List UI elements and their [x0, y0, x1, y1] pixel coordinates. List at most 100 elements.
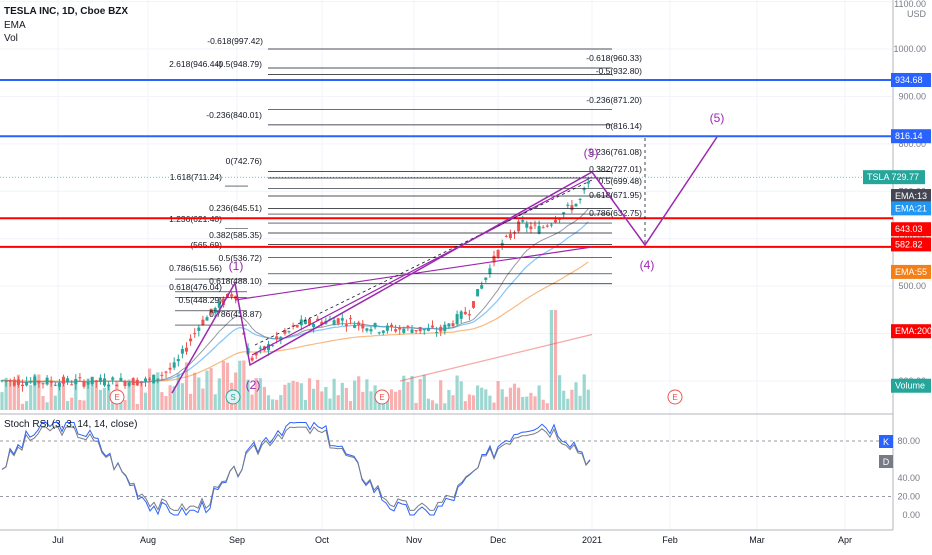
event-marker-circle: [667, 389, 683, 405]
price-tick: 900.00: [898, 91, 926, 101]
candle-body: [176, 359, 180, 362]
time-tick: Sep: [229, 535, 245, 545]
volume-bar: [459, 381, 463, 410]
volume-bar: [439, 380, 443, 410]
fib-label: 0.5(448.29): [179, 295, 223, 305]
earnings-marker: E: [379, 393, 384, 402]
volume-bar: [98, 389, 102, 410]
rsi-title[interactable]: Stoch RSI (3, 3, 14, 14, close): [4, 419, 138, 430]
volume-bar: [451, 395, 455, 410]
fib-label: -0.236(840.01): [206, 110, 262, 120]
earnings-marker: E: [672, 393, 677, 402]
candle-body: [410, 329, 414, 333]
candle-body: [488, 268, 492, 274]
volume-bar: [78, 399, 82, 410]
volume-bar: [504, 396, 508, 410]
price-tag-bg: [891, 72, 931, 87]
fib-label: -0.618(960.33): [586, 53, 642, 63]
volume-bar: [201, 388, 205, 410]
volume-bar: [340, 382, 344, 410]
time-tick: Dec: [490, 535, 507, 545]
candle-body: [574, 203, 578, 207]
volume-bar: [271, 399, 275, 410]
volume-bar: [418, 379, 422, 410]
candle-body: [418, 326, 422, 332]
price-tag: EMA:21: [895, 203, 927, 213]
stoch-k-line: [1, 421, 591, 516]
candle-body: [213, 308, 217, 313]
candle-body: [164, 371, 168, 373]
volume-bar: [262, 386, 266, 410]
candle-body: [160, 374, 164, 376]
k-tag: K: [883, 437, 889, 447]
volume-bar: [266, 395, 271, 410]
event-marker-circle: [225, 389, 241, 405]
candle-body: [45, 377, 49, 385]
candle-body: [295, 324, 299, 328]
candle-body: [554, 219, 557, 223]
volume-bar: [512, 383, 517, 410]
candle-body: [570, 205, 574, 211]
candle-body: [217, 301, 221, 308]
volume-bar: [365, 379, 369, 410]
price-tag: 643.03: [895, 224, 923, 234]
volume-bar: [312, 388, 316, 410]
candle-body: [455, 314, 459, 325]
candle-body: [549, 224, 553, 226]
candle-body: [123, 381, 127, 386]
candle-body: [139, 381, 143, 383]
price-tag: EMA:200: [895, 326, 932, 336]
candle-body: [545, 225, 549, 227]
candle-body: [0, 380, 4, 382]
candle-body: [496, 249, 500, 258]
candle-body: [525, 223, 529, 228]
candle-body: [201, 319, 205, 325]
volume-bar: [143, 392, 148, 410]
candle-body: [4, 381, 8, 383]
volume-bar: [492, 402, 496, 410]
candle-body: [439, 326, 443, 332]
candle-body: [316, 318, 320, 321]
volume-bar: [49, 380, 53, 410]
price-tag: Volume: [895, 381, 925, 391]
candle-body: [94, 380, 98, 383]
time-tick: Oct: [315, 535, 330, 545]
volume-bar: [102, 387, 107, 410]
candle-body: [29, 380, 33, 383]
volume-bar: [225, 362, 230, 410]
earnings-marker: E: [114, 393, 119, 402]
volume-bar: [12, 382, 16, 410]
price-tag: 934.68: [895, 75, 923, 85]
ema-legend[interactable]: EMA: [4, 20, 26, 31]
candle-body: [185, 347, 188, 352]
candle-body: [377, 332, 381, 334]
candle-body: [275, 336, 279, 340]
volume-bar: [131, 383, 135, 410]
split-marker: S: [230, 393, 235, 402]
volume-bar: [279, 395, 283, 410]
price-tick: 800.00: [898, 139, 926, 149]
volume-bar: [29, 384, 33, 410]
price-tag: 816.14: [895, 131, 923, 141]
candle-body: [385, 325, 389, 331]
volume-bar: [111, 401, 115, 410]
volume-bar: [529, 392, 533, 410]
volume-bar: [533, 396, 537, 410]
d-tag-bg: [879, 455, 893, 468]
wave-path: [171, 136, 718, 394]
price-tag-bg: [891, 324, 931, 339]
candle-body: [127, 382, 131, 386]
candle-body: [521, 220, 525, 222]
volume-bar: [197, 377, 201, 410]
volume-bar: [582, 374, 586, 410]
fib-label: 0.382(585.35): [209, 230, 262, 240]
volume-bar: [525, 396, 529, 410]
candle-body: [336, 318, 340, 324]
volume-bar: [476, 385, 480, 410]
fib-label: 0.618(476.04): [169, 282, 222, 292]
vol-legend[interactable]: Vol: [4, 33, 18, 44]
candle-body: [148, 378, 152, 380]
